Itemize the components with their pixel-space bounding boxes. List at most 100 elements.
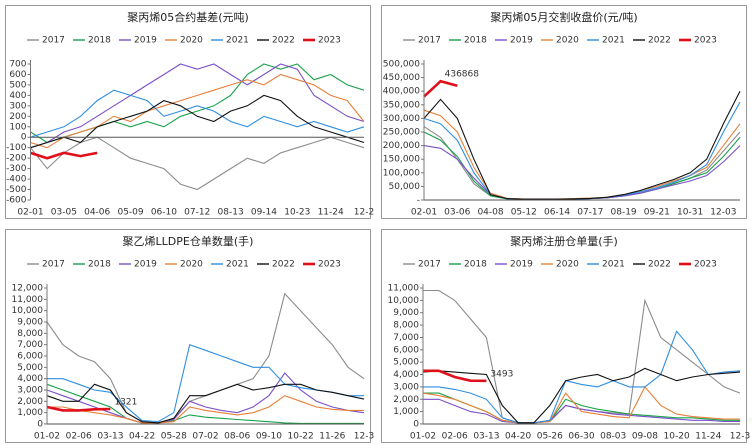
legend-label: 2021 <box>602 36 625 46</box>
x-tick-label: 10-31 <box>677 208 703 218</box>
x-tick-label: 08-13 <box>218 208 244 218</box>
y-tick-label: 200,000 <box>383 141 420 151</box>
x-tick-label: 09-08 <box>632 432 658 442</box>
series-line <box>423 109 741 200</box>
panel-frame <box>381 229 747 443</box>
legend-label: 2023 <box>318 36 341 46</box>
y-tick-label: 2,000 <box>393 395 419 405</box>
y-tick-label: 100 <box>9 122 26 132</box>
y-tick-label: 600 <box>9 70 26 80</box>
x-tick-label: 06-10 <box>151 208 177 218</box>
x-tick-label: 11-24 <box>318 208 344 218</box>
y-tick-label: 8,000 <box>393 321 419 331</box>
y-tick-label: 400 <box>9 91 26 101</box>
y-tick-label: 8,000 <box>17 329 43 339</box>
x-tick-label: 04-22 <box>129 432 155 442</box>
legend-label: 2022 <box>272 260 295 270</box>
series-line <box>423 289 741 424</box>
y-tick-label: 1,000 <box>17 408 43 418</box>
series-line <box>30 89 365 138</box>
y-tick-label: 3,000 <box>17 386 43 396</box>
series-line <box>47 343 364 423</box>
legend-label: 2023 <box>694 36 717 46</box>
y-tick-label: -200 <box>6 154 27 164</box>
x-tick-label: 05-12 <box>511 208 537 218</box>
y-tick-label: -300 <box>6 164 27 174</box>
chart-title: 聚丙烯05合约基差(元吨) <box>127 10 249 24</box>
y-tick-label: -600 <box>6 196 27 206</box>
legend-label: 2019 <box>134 36 157 46</box>
y-tick-label: 7,000 <box>17 340 43 350</box>
x-tick-label: 03-06 <box>444 208 470 218</box>
legend-label: 2018 <box>464 260 487 270</box>
series-line <box>423 369 487 383</box>
legend-label: 2017 <box>42 260 65 270</box>
legend-label: 2018 <box>88 36 111 46</box>
series-line <box>30 151 98 160</box>
x-tick-label: 10-20 <box>664 432 690 442</box>
series-line <box>30 136 365 191</box>
y-tick-label: 11,000 <box>388 284 420 294</box>
legend-label: 2017 <box>418 36 441 46</box>
series-line <box>46 405 111 412</box>
y-tick-label: 10,000 <box>388 296 420 306</box>
y-tick-label: 0 <box>37 420 43 430</box>
x-tick-label: 02-01 <box>411 208 437 218</box>
x-tick-label: 10-23 <box>284 208 310 218</box>
y-tick-label: 200 <box>9 112 26 122</box>
x-tick-label: 06-14 <box>544 208 570 218</box>
series-line <box>423 101 741 200</box>
panel-frame <box>381 5 747 219</box>
series-line <box>423 330 741 424</box>
y-tick-label: 10,000 <box>12 306 44 316</box>
x-tick-label: 05-28 <box>161 432 187 442</box>
series-line <box>46 292 365 424</box>
y-tick-label: -500 <box>6 185 27 195</box>
y-tick-label: 450,000 <box>383 73 420 83</box>
series-line <box>46 372 365 424</box>
x-tick-label: 02-06 <box>66 432 92 442</box>
legend-label: 2017 <box>418 260 441 270</box>
y-tick-label: 6,000 <box>393 345 419 355</box>
x-tick-label: 08-03 <box>600 432 626 442</box>
series-line <box>30 63 365 149</box>
legend-label: 2021 <box>226 36 249 46</box>
chart-title: 聚乙烯LLDPE仓单数量(手) <box>123 234 254 248</box>
chart-title: 聚丙烯05月交割收盘价(元/吨) <box>490 10 637 24</box>
x-tick-label: 05-26 <box>537 432 563 442</box>
legend-label: 2023 <box>694 260 717 270</box>
series-line <box>46 383 364 424</box>
y-tick-label: 3,000 <box>393 382 419 392</box>
y-tick-label: 5,000 <box>393 358 419 368</box>
x-tick-label: 09-21 <box>644 208 670 218</box>
y-tick-label: 11,000 <box>12 295 44 305</box>
legend-label: 2020 <box>556 36 579 46</box>
x-tick-label: 12-03 <box>710 208 736 218</box>
series-line <box>422 385 740 424</box>
y-tick-label: - <box>417 196 420 206</box>
x-tick-label: 12-3 <box>354 432 374 442</box>
x-tick-label: 11-24 <box>695 432 721 442</box>
legend-label: 2021 <box>602 260 625 270</box>
y-tick-label: 700 <box>9 60 26 70</box>
y-tick-label: 4,000 <box>17 374 43 384</box>
x-tick-label: 01-02 <box>34 432 60 442</box>
y-tick-label: 350,000 <box>383 100 420 110</box>
legend-label: 2022 <box>648 36 671 46</box>
y-tick-label: 5,000 <box>17 363 43 373</box>
x-tick-label: 08-19 <box>611 208 637 218</box>
legend-label: 2023 <box>318 260 341 270</box>
x-tick-label: 06-30 <box>568 432 594 442</box>
legend-label: 2022 <box>648 260 671 270</box>
series-line <box>47 395 364 424</box>
chart-title: 聚丙烯注册仓单量(手) <box>510 234 618 248</box>
x-tick-label: 01-02 <box>410 432 436 442</box>
y-tick-label: 4,000 <box>393 370 419 380</box>
legend-label: 2019 <box>510 260 533 270</box>
legend-label: 2022 <box>272 36 295 46</box>
y-tick-label: 250,000 <box>383 128 420 138</box>
y-tick-label: 0 <box>413 420 419 430</box>
y-tick-label: 1,000 <box>393 407 419 417</box>
y-tick-label: 400,000 <box>383 87 420 97</box>
